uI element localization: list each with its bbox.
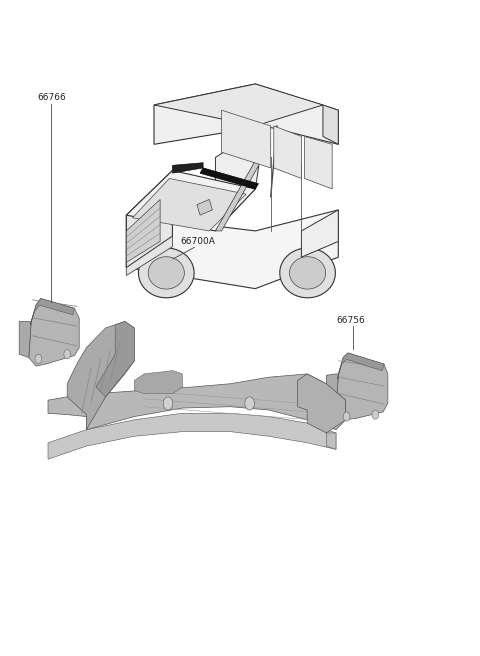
Text: 66766: 66766 <box>37 92 66 102</box>
Polygon shape <box>126 210 338 289</box>
Circle shape <box>245 397 254 410</box>
Polygon shape <box>48 413 336 459</box>
Polygon shape <box>154 84 338 144</box>
Polygon shape <box>29 298 79 366</box>
Circle shape <box>35 354 42 363</box>
Polygon shape <box>274 126 301 178</box>
Polygon shape <box>222 110 271 168</box>
Polygon shape <box>326 374 338 410</box>
Polygon shape <box>326 433 336 449</box>
Polygon shape <box>197 199 212 215</box>
Text: 66756: 66756 <box>336 316 365 325</box>
Polygon shape <box>126 199 160 262</box>
Polygon shape <box>126 236 172 276</box>
Polygon shape <box>289 256 325 289</box>
Polygon shape <box>154 84 323 126</box>
Polygon shape <box>19 321 31 358</box>
Polygon shape <box>216 144 271 231</box>
Polygon shape <box>148 256 184 289</box>
Polygon shape <box>67 321 134 430</box>
Polygon shape <box>96 321 134 397</box>
Polygon shape <box>336 353 388 420</box>
Polygon shape <box>337 353 384 379</box>
Polygon shape <box>132 178 246 231</box>
Circle shape <box>343 412 350 421</box>
Circle shape <box>372 410 379 419</box>
Circle shape <box>163 397 173 410</box>
Polygon shape <box>280 248 336 298</box>
Polygon shape <box>200 168 258 189</box>
Polygon shape <box>30 298 74 325</box>
Polygon shape <box>48 374 346 430</box>
Circle shape <box>64 350 71 359</box>
Polygon shape <box>126 171 172 268</box>
Polygon shape <box>301 210 338 257</box>
Polygon shape <box>298 374 346 433</box>
Polygon shape <box>172 163 203 173</box>
Polygon shape <box>304 136 332 189</box>
Text: 66700A: 66700A <box>180 237 215 246</box>
Polygon shape <box>134 371 182 394</box>
Polygon shape <box>139 248 194 298</box>
Polygon shape <box>126 171 255 231</box>
Polygon shape <box>216 126 264 231</box>
Polygon shape <box>323 105 338 144</box>
